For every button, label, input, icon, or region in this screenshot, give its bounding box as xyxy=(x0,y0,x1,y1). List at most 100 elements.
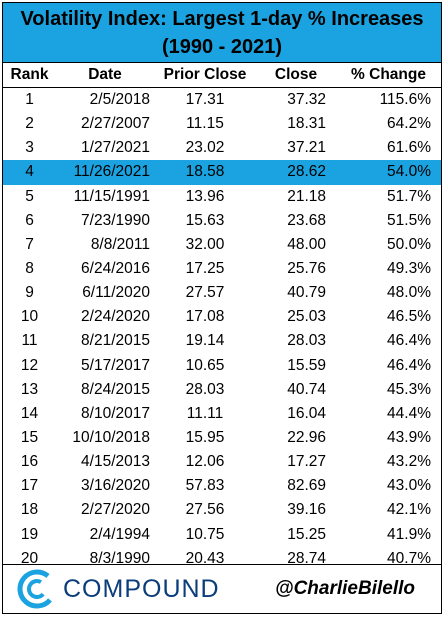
cell-date: 8/10/2017 xyxy=(81,404,150,422)
column-header-prior-close: Prior Close xyxy=(154,63,256,88)
cell-rank: 12 xyxy=(20,356,39,374)
cell-pct-change: 43.2% xyxy=(387,453,431,471)
cell-pct-change: 46.4% xyxy=(387,332,431,350)
cell-rank: 1 xyxy=(25,91,34,109)
cell-pct-change: 43.0% xyxy=(387,477,431,495)
cell-prior-close: 32.00 xyxy=(185,235,225,253)
cell-date: 2/27/2020 xyxy=(81,501,150,519)
cell-prior-close: 11.15 xyxy=(186,115,224,133)
cell-prior-close: 18.58 xyxy=(154,160,256,185)
cell-pct-change: 44.4% xyxy=(387,404,431,422)
table-row: 1 2/5/2018 17.31 37.32 115.6% xyxy=(3,88,441,113)
footer: COMPOUND @CharlieBilello xyxy=(3,564,441,613)
cell-rank: 7 xyxy=(25,235,34,253)
cell-date: 6/24/2016 xyxy=(81,260,150,278)
table-row: 6 7/23/1990 15.63 23.68 51.5% xyxy=(3,209,441,233)
cell-prior-close: 20.43 xyxy=(185,549,225,567)
column-header-rank: Rank xyxy=(3,63,56,88)
cell-prior-close: 57.83 xyxy=(185,477,225,495)
cell-pct-change: 54.0% xyxy=(336,160,441,185)
cell-rank: 8 xyxy=(25,260,34,278)
cell-pct-change: 40.7% xyxy=(387,549,431,567)
cell-date: 2/24/2020 xyxy=(81,308,150,326)
cell-rank: 9 xyxy=(25,284,34,302)
table-row: 13 8/24/2015 28.03 40.74 45.3% xyxy=(3,378,441,402)
cell-close: 40.79 xyxy=(287,284,326,302)
cell-pct-change: 115.6% xyxy=(379,91,431,109)
cell-date: 7/23/1990 xyxy=(81,211,150,229)
cell-close: 28.74 xyxy=(287,549,326,567)
cell-pct-change: 61.6% xyxy=(387,139,431,157)
cell-close: 25.03 xyxy=(287,308,326,326)
cell-pct-change: 51.7% xyxy=(387,187,431,205)
cell-prior-close: 19.14 xyxy=(185,332,225,350)
table-row: 16 4/15/2013 12.06 17.27 43.2% xyxy=(3,450,441,474)
cell-pct-change: 46.4% xyxy=(387,356,431,374)
cell-close: 16.04 xyxy=(287,404,326,422)
cell-close: 37.32 xyxy=(287,91,326,109)
cell-rank: 15 xyxy=(20,429,39,447)
cell-prior-close: 27.57 xyxy=(185,284,225,302)
cell-prior-close: 27.56 xyxy=(185,501,225,519)
title-line-2: (1990 - 2021) xyxy=(161,36,283,58)
cell-date: 4/15/2013 xyxy=(81,453,150,471)
cell-close: 37.21 xyxy=(287,139,326,157)
cell-prior-close: 17.25 xyxy=(185,260,225,278)
cell-pct-change: 46.5% xyxy=(387,308,431,326)
table-row: 19 2/4/1994 10.75 15.25 41.9% xyxy=(3,523,441,547)
cell-close: 39.16 xyxy=(287,501,326,519)
cell-prior-close: 15.63 xyxy=(185,211,225,229)
cell-rank: 5 xyxy=(25,187,34,205)
cell-prior-close: 10.75 xyxy=(185,525,225,543)
cell-close: 17.27 xyxy=(287,453,326,471)
cell-date: 5/17/2017 xyxy=(81,356,150,374)
cell-rank: 11 xyxy=(21,332,38,350)
cell-rank: 4 xyxy=(3,160,56,185)
cell-close: 48.00 xyxy=(287,235,326,253)
cell-date: 2/4/1994 xyxy=(89,525,150,543)
cell-pct-change: 45.3% xyxy=(387,380,431,398)
compound-c-icon xyxy=(17,569,57,609)
cell-prior-close: 15.95 xyxy=(185,429,225,447)
column-header-pct-change: % Change xyxy=(336,63,441,88)
cell-rank: 13 xyxy=(20,380,39,398)
cell-close: 15.59 xyxy=(287,356,326,374)
title-line-1: Volatility Index: Largest 1-day % Increa… xyxy=(20,8,424,30)
header-row: Rank Date Prior Close Close % Change xyxy=(3,63,441,88)
cell-rank: 18 xyxy=(20,501,39,519)
cell-date: 2/27/2007 xyxy=(81,115,150,133)
cell-date: 11/26/2021 xyxy=(56,160,154,185)
cell-close: 82.69 xyxy=(287,477,326,495)
cell-date: 8/24/2015 xyxy=(81,380,150,398)
cell-rank: 3 xyxy=(25,139,34,157)
column-header-date: Date xyxy=(56,63,154,88)
cell-pct-change: 41.9% xyxy=(387,525,431,543)
table-body: 1 2/5/2018 17.31 37.32 115.6% 2 2/27/2007 11.15… xyxy=(3,88,441,571)
cell-pct-change: 43.9% xyxy=(387,429,431,447)
cell-close: 15.25 xyxy=(287,525,326,543)
cell-prior-close: 23.02 xyxy=(185,139,225,157)
cell-pct-change: 50.0% xyxy=(387,235,431,253)
table-row: 14 8/10/2017 11.11 16.04 44.4% xyxy=(3,402,441,426)
cell-close: 22.96 xyxy=(287,429,326,447)
table-row: 11 8/21/2015 19.14 28.03 46.4% xyxy=(3,329,441,353)
chart-title: Volatility Index: Largest 1-day % Increa… xyxy=(3,3,441,63)
cell-prior-close: 13.96 xyxy=(185,187,225,205)
data-table: Rank Date Prior Close Close % Change 1 2/… xyxy=(3,63,441,571)
cell-close: 28.03 xyxy=(287,332,326,350)
cell-date: 8/21/2015 xyxy=(81,332,150,350)
cell-close: 21.18 xyxy=(287,187,326,205)
cell-date: 10/10/2018 xyxy=(72,429,150,447)
cell-rank: 2 xyxy=(25,115,34,133)
cell-prior-close: 10.65 xyxy=(185,356,225,374)
cell-prior-close: 28.03 xyxy=(185,380,225,398)
table-row: 15 10/10/2018 15.95 22.96 43.9% xyxy=(3,426,441,450)
cell-prior-close: 17.08 xyxy=(185,308,225,326)
cell-date: 8/8/2011 xyxy=(90,235,150,253)
cell-date: 3/16/2020 xyxy=(81,477,150,495)
twitter-handle: @CharlieBilello xyxy=(275,578,415,599)
cell-prior-close: 12.06 xyxy=(185,453,225,471)
cell-prior-close: 11.11 xyxy=(186,404,224,422)
cell-close: 28.62 xyxy=(256,160,336,185)
